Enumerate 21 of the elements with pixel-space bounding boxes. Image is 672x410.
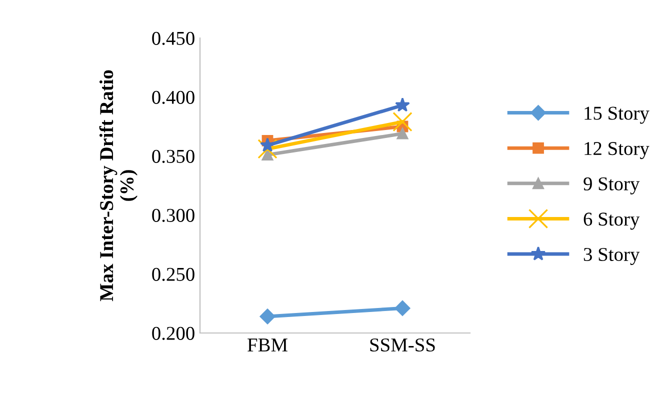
legend-label: 3 Story [584, 248, 640, 266]
point [396, 128, 408, 140]
point [260, 308, 276, 324]
y-tick-label: 0.450 [152, 32, 194, 46]
point [392, 112, 412, 132]
point [394, 300, 410, 316]
point [395, 97, 410, 112]
y-tick-label: 0.350 [152, 150, 194, 164]
x-tick-label: FBM [248, 338, 288, 352]
x-tick-label: SSM-SS [370, 338, 435, 352]
y-tick-label: 0.300 [152, 208, 194, 222]
legend-label: 9 Story [584, 177, 640, 194]
legend-label: 15 Story [584, 106, 650, 124]
point [258, 139, 278, 159]
y-axis-title: Max Inter-Story Drift Ratio (%) [99, 70, 138, 302]
y-tick-label: 0.200 [152, 326, 194, 340]
point [262, 149, 274, 161]
legend-label: 12 Story [584, 142, 650, 160]
legend-label: 6 Story [584, 212, 640, 230]
y-tick-label: 0.400 [152, 90, 194, 104]
y-tick-label: 0.250 [152, 268, 194, 282]
